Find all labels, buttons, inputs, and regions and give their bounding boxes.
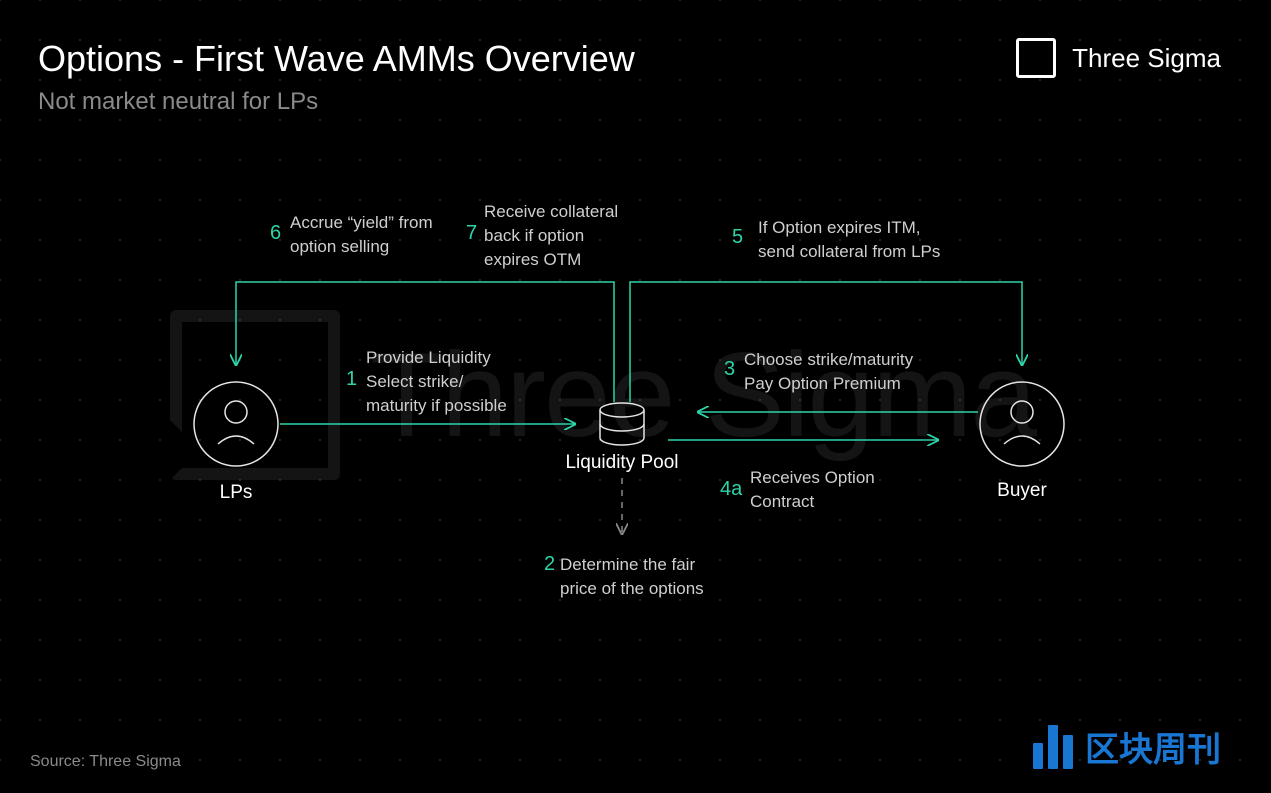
step-6-text: Accrue “yield” from option selling — [290, 211, 433, 259]
label-pool: Liquidity Pool — [560, 452, 684, 474]
step-4a-num: 4a — [720, 478, 742, 501]
step-7-num: 7 — [466, 222, 477, 245]
step-6-num: 6 — [270, 222, 281, 245]
step-5-text: If Option expires ITM, send collateral f… — [758, 216, 940, 264]
flow-diagram: LPs Liquidity Pool Buyer 1 Provide Liqui… — [0, 0, 1271, 793]
step-5-num: 5 — [732, 226, 743, 249]
step-7-text: Receive collateral back if option expire… — [484, 200, 618, 271]
step-1-num: 1 — [346, 368, 357, 391]
step-1-text: Provide Liquidity Select strike/ maturit… — [366, 346, 507, 417]
step-3-text: Choose strike/maturity Pay Option Premiu… — [744, 348, 913, 396]
step-2-text: Determine the fair price of the options — [560, 553, 704, 601]
step-4a-text: Receives Option Contract — [750, 466, 875, 514]
step-3-num: 3 — [724, 358, 735, 381]
diagram-svg — [0, 0, 1271, 793]
label-lps: LPs — [206, 482, 266, 504]
source-attribution: Source: Three Sigma — [30, 753, 181, 771]
bottom-brand-icon — [1033, 725, 1073, 769]
label-buyer: Buyer — [992, 480, 1052, 502]
node-buyer — [980, 382, 1064, 466]
bottom-brand-text: 区块周刊 — [1085, 722, 1221, 771]
bottom-brand-logo: 区块周刊 — [1033, 722, 1221, 771]
node-pool — [600, 403, 644, 445]
step-2-num: 2 — [544, 553, 555, 576]
node-lps — [194, 382, 278, 466]
